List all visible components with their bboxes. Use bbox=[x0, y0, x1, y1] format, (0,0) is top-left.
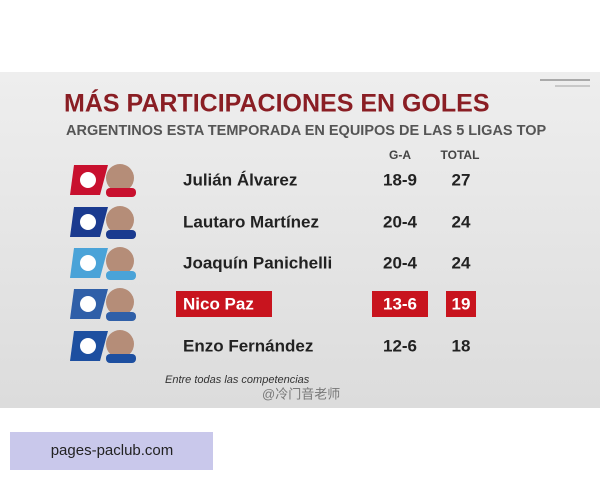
club-crest bbox=[78, 170, 98, 190]
column-header: TOTAL bbox=[441, 148, 480, 162]
title: MÁS PARTICIPACIONES EN GOLES bbox=[64, 89, 490, 118]
table-rows: Julián Álvarez 18-9 27 Lautaro Martínez 20-4… bbox=[70, 164, 476, 363]
player-photo bbox=[106, 330, 134, 358]
highlight-box bbox=[372, 291, 428, 317]
player-photo bbox=[106, 247, 134, 275]
player-photo bbox=[106, 206, 134, 234]
total: 27 bbox=[452, 170, 471, 189]
player-shirt bbox=[106, 230, 136, 239]
goals-assists: 13-6 bbox=[383, 294, 417, 313]
subtitle: ARGENTINOS ESTA TEMPORADA EN EQUIPOS DE … bbox=[66, 123, 546, 139]
column-header: G-A bbox=[389, 148, 411, 162]
footnote: Entre todas las competencias bbox=[165, 374, 310, 386]
footer-url: pages-paclub.com bbox=[51, 442, 174, 459]
goals-assists: 18-9 bbox=[383, 170, 417, 189]
goals-assists: 20-4 bbox=[383, 253, 418, 272]
player-name: Enzo Fernández bbox=[183, 336, 313, 355]
player-photo bbox=[106, 164, 134, 192]
player-shirt bbox=[106, 188, 136, 197]
club-crest bbox=[78, 336, 98, 356]
highlight-box bbox=[176, 291, 272, 317]
total: 18 bbox=[452, 336, 471, 355]
player-name: Joaquín Panichelli bbox=[183, 253, 332, 272]
club-crest bbox=[78, 212, 98, 232]
player-photo bbox=[106, 288, 134, 316]
watermark: @冷门音老师 bbox=[262, 386, 340, 401]
player-name: Lautaro Martínez bbox=[183, 212, 319, 231]
player-shirt bbox=[106, 271, 136, 280]
player-shirt bbox=[106, 354, 136, 363]
footer-box bbox=[10, 432, 213, 470]
goals-assists: 20-4 bbox=[383, 212, 418, 231]
total: 19 bbox=[452, 294, 471, 313]
player-name: Julián Álvarez bbox=[183, 170, 297, 189]
player-shirt bbox=[106, 312, 136, 321]
player-name: Nico Paz bbox=[183, 294, 254, 313]
club-crest bbox=[78, 294, 98, 314]
highlight-box bbox=[446, 291, 476, 317]
club-crest bbox=[78, 253, 98, 273]
goals-assists: 12-6 bbox=[383, 336, 417, 355]
total: 24 bbox=[452, 212, 471, 231]
total: 24 bbox=[452, 253, 471, 272]
